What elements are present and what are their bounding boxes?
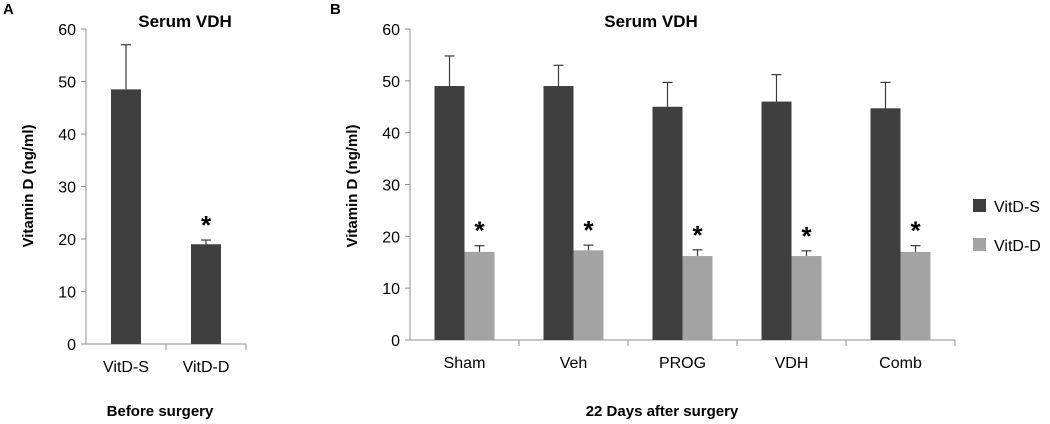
panel-b-bar-sham-vitd-s [434,86,465,341]
panel-b-category-label: VDH [775,355,809,372]
panel-b-significance-star: * [474,216,485,246]
panel-a-y-tick-label: 10 [58,285,76,302]
panel-b-title: Serum VDH [604,12,698,31]
panel-b-bar-vdh-vitd-d [791,256,822,340]
panel-b-category-label: Comb [879,355,922,372]
panel-b-y-tick-label: 50 [382,74,400,91]
panel-b-y-tick-label: 0 [391,333,400,350]
panel-b-y-tick-label: 20 [382,229,400,246]
legend: VitD-S VitD-D [973,199,1041,255]
panel-b-y-tick-label: 30 [382,178,400,195]
panel-a-y-tick-label: 20 [58,232,76,249]
panel-a-category-label: VitD-D [183,359,230,376]
legend-swatch-vitd-d [973,238,986,251]
panel-b-bar-veh-vitd-s [543,86,574,341]
panel-b-xlabel: 22 Days after surgery [586,403,739,420]
legend-label-vitd-s: VitD-S [994,199,1040,216]
panel-a-y-tick-label: 0 [67,337,76,354]
panel-b-ylabel: Vitamin D (ng/ml) [344,124,361,247]
legend-label-vitd-d: VitD-D [994,238,1041,255]
panel-b-bar-comb-vitd-d [900,251,931,340]
panel-b-category-label: Veh [560,355,588,372]
panel-a-category-label: VitD-S [103,359,149,376]
panel-b-plot: 0 10 20 30 40 50 60 Sham Veh PROG VDH Comb * * * * * [382,22,956,372]
panel-b-significance-star: * [692,220,703,250]
panel-b-bar-vdh-vitd-s [761,101,792,340]
panel-b-bar-prog-vitd-d [682,256,713,340]
panel-b-category-label: PROG [659,355,706,372]
panel-b-y-tick-label: 40 [382,126,400,143]
panel-b-significance-star: * [583,215,594,245]
panel-b-significance-star: * [910,216,921,246]
panel-b-significance-star: * [801,221,812,251]
panel-a-y-tick-label: 60 [58,22,76,39]
panel-a-ylabel: Vitamin D (ng/ml) [20,124,37,247]
panel-a-xlabel: Before surgery [107,403,214,420]
panel-b-bar-comb-vitd-s [870,108,901,341]
panel-a-y-tick-label: 50 [58,75,76,92]
panel-a-y-tick-label: 40 [58,127,76,144]
panel-a-significance-star: * [201,210,212,240]
panel-b-y-tick-label: 10 [382,281,400,298]
panel-a-plot: 0 10 20 30 40 50 60 VitD-S VitD-D * [58,22,247,376]
panel-b-letter: B [330,1,341,18]
panel-a-letter: A [3,1,14,18]
legend-swatch-vitd-s [973,199,986,212]
panel-b-bar-prog-vitd-s [652,106,683,340]
panel-b-bar-sham-vitd-d [464,251,495,340]
panel-a-title: Serum VDH [138,12,232,31]
panel-b-y-tick-label: 60 [382,22,400,39]
panel-b-category-label: Sham [444,355,486,372]
panel-b-bar-veh-vitd-d [573,250,604,340]
panel-a-bar-vitd-s [111,89,141,344]
panel-a-bar-vitd-d [191,244,221,344]
panel-a-y-tick-label: 30 [58,180,76,197]
